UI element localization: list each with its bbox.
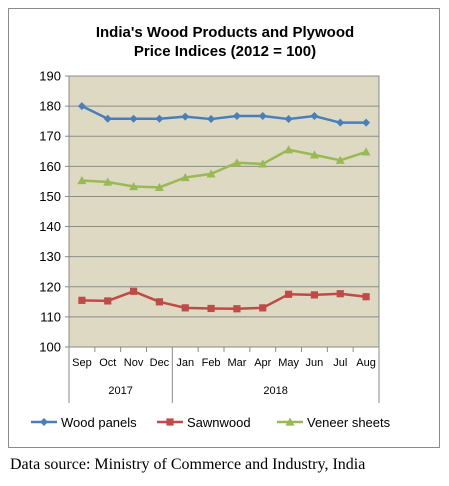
- x-tick-label-sep: Sep: [72, 357, 92, 369]
- legend-marker-wood-panels: [40, 418, 48, 426]
- chart-frame: India's Wood Products and Plywood Price …: [8, 8, 440, 448]
- y-tick-label-170: 170: [39, 129, 61, 144]
- legend-marker-veneer-sheets: [285, 417, 295, 426]
- data-point-veneer-sheets-dec: [154, 182, 164, 192]
- data-point-sawnwood-nov: [129, 287, 138, 295]
- y-tick-label-190: 190: [39, 69, 61, 84]
- data-point-veneer-sheets-jun: [309, 150, 319, 159]
- data-point-wood-panels-feb: [207, 115, 216, 124]
- data-point-sawnwood-feb: [207, 304, 215, 313]
- y-tick-label-180: 180: [39, 99, 61, 114]
- line-chart: 100 110 120 130 140 150 160 170 180 190 Sep Oct Nov D…: [31, 69, 391, 430]
- data-point-wood-panels-sep: [77, 102, 86, 111]
- data-point-veneer-sheets-apr: [258, 159, 268, 168]
- x-tick-label-mar: Mar: [227, 357, 246, 369]
- legend-label-veneer-sheets: Veneer sheets: [307, 415, 391, 430]
- data-point-veneer-sheets-oct: [103, 177, 113, 186]
- data-point-sawnwood-may: [284, 290, 293, 298]
- data-point-wood-panels-mar: [232, 112, 241, 121]
- chart-title-line-1: India's Wood Products and Plywood: [95, 24, 355, 41]
- data-point-wood-panels-aug: [362, 118, 371, 127]
- year-label-2018: 2018: [263, 385, 287, 397]
- x-tick-label-oct: Oct: [99, 357, 116, 369]
- data-point-sawnwood-jun: [310, 291, 319, 299]
- x-tick-label-nov: Nov: [124, 357, 144, 369]
- data-point-veneer-sheets-sep: [77, 175, 87, 185]
- data-point-sawnwood-dec: [155, 298, 164, 306]
- data-point-veneer-sheets-may: [284, 145, 294, 154]
- plot-area: [68, 75, 380, 348]
- data-point-sawnwood-aug: [362, 293, 370, 301]
- series-line-veneer-sheets: [81, 148, 367, 189]
- chart-title-line-2: Price Indices (2012 = 100): [133, 43, 317, 60]
- data-point-sawnwood-oct: [104, 297, 112, 305]
- data-source-note: Data source: Ministry of Commerce and In…: [10, 456, 366, 473]
- year-label-2017: 2017: [108, 385, 132, 397]
- data-point-sawnwood-apr: [259, 304, 267, 312]
- x-tick-label-apr: Apr: [254, 357, 271, 369]
- data-point-sawnwood-jan: [181, 304, 189, 312]
- data-point-veneer-sheets-jul: [335, 155, 345, 164]
- data-point-veneer-sheets-aug: [361, 147, 371, 156]
- data-point-veneer-sheets-mar: [232, 158, 242, 167]
- data-point-veneer-sheets-jan: [180, 172, 190, 182]
- data-point-veneer-sheets-nov: [129, 182, 139, 191]
- data-point-wood-panels-jun: [310, 112, 319, 121]
- data-point-wood-panels-jul: [336, 118, 345, 127]
- data-point-veneer-sheets-feb: [206, 169, 216, 178]
- data-point-sawnwood-sep: [78, 296, 86, 304]
- y-tick-label-160: 160: [39, 159, 61, 174]
- x-tick-label-dec: Dec: [150, 357, 170, 369]
- data-point-wood-panels-dec: [155, 114, 164, 123]
- y-tick-label-120: 120: [39, 279, 61, 294]
- y-tick-label-110: 110: [40, 309, 61, 324]
- x-tick-label-jan: Jan: [176, 357, 194, 369]
- legend-label-sawnwood: Sawnwood: [187, 415, 251, 430]
- data-point-wood-panels-oct: [103, 114, 112, 123]
- series-line-wood-panels: [81, 104, 367, 124]
- y-tick-label-100: 100: [39, 340, 61, 355]
- data-point-wood-panels-apr: [258, 112, 267, 121]
- data-point-wood-panels-jan: [181, 112, 190, 121]
- x-tick-label-may: May: [278, 357, 299, 369]
- y-tick-label-150: 150: [39, 189, 61, 204]
- x-tick-label-aug: Aug: [356, 357, 376, 369]
- x-tick-label-jul: Jul: [333, 357, 347, 369]
- y-tick-label-140: 140: [39, 219, 61, 234]
- series-line-sawnwood: [81, 290, 367, 311]
- x-tick-label-jun: Jun: [306, 357, 324, 369]
- data-point-sawnwood-jul: [336, 290, 344, 298]
- chart-title: India's Wood Products and Plywood Price …: [9, 23, 441, 61]
- data-point-sawnwood-mar: [233, 305, 241, 313]
- legend-marker-sawnwood: [166, 418, 174, 426]
- x-tick-label-feb: Feb: [202, 357, 221, 369]
- legend-label-wood-panels: Wood panels: [61, 415, 137, 430]
- data-point-wood-panels-may: [284, 115, 293, 124]
- data-point-wood-panels-nov: [129, 114, 138, 123]
- y-tick-label-130: 130: [39, 249, 61, 264]
